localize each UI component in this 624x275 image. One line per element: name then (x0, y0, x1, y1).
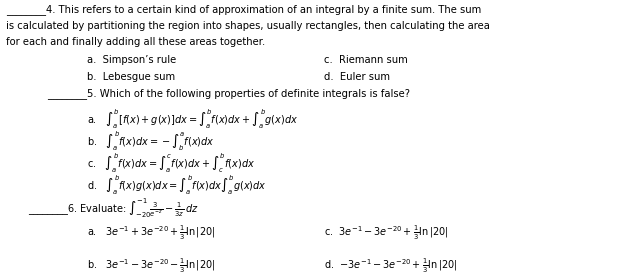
Text: ________4. This refers to a certain kind of approximation of an integral by a fi: ________4. This refers to a certain kind… (6, 4, 482, 15)
Text: a.  Simpson’s rule: a. Simpson’s rule (87, 55, 177, 65)
Text: a.   $\int_a^b[f(x)+g(x)]dx = \int_a^b f(x)dx + \int_a^b g(x)dx$: a. $\int_a^b[f(x)+g(x)]dx = \int_a^b f(x… (87, 107, 298, 131)
Text: c.  Riemann sum: c. Riemann sum (324, 55, 408, 65)
Text: b.   $\int_a^b f(x)dx = -\int_b^a f(x)dx$: b. $\int_a^b f(x)dx = -\int_b^a f(x)dx$ (87, 129, 215, 153)
Text: d.  $-3e^{-1} - 3e^{-20} + \frac{1}{3}\mathrm{ln}\,|20|$: d. $-3e^{-1} - 3e^{-20} + \frac{1}{3}\ma… (324, 257, 458, 275)
Text: b.   $3e^{-1} - 3e^{-20} - \frac{1}{3}\mathrm{ln}\,|20|$: b. $3e^{-1} - 3e^{-20} - \frac{1}{3}\mat… (87, 257, 216, 275)
Text: ________5. Which of the following properties of definite integrals is false?: ________5. Which of the following proper… (47, 88, 410, 99)
Text: for each and finally adding all these areas together.: for each and finally adding all these ar… (6, 37, 265, 47)
Text: is calculated by partitioning the region into shapes, usually rectangles, then c: is calculated by partitioning the region… (6, 21, 490, 31)
Text: c.   $\int_a^b f(x)dx = \int_a^c f(x)dx + \int_c^b f(x)dx$: c. $\int_a^b f(x)dx = \int_a^c f(x)dx + … (87, 151, 255, 175)
Text: a.   $3e^{-1} + 3e^{-20} + \frac{1}{3}\mathrm{ln}\,|20|$: a. $3e^{-1} + 3e^{-20} + \frac{1}{3}\mat… (87, 224, 216, 242)
Text: ________6. Evaluate: $\int_{-20}^{-1}\frac{3}{e^{-z}} - \frac{1}{3z}\,dz$: ________6. Evaluate: $\int_{-20}^{-1}\fr… (28, 197, 198, 220)
Text: d.  Euler sum: d. Euler sum (324, 72, 391, 81)
Text: b.  Lebesgue sum: b. Lebesgue sum (87, 72, 175, 81)
Text: c.  $3e^{-1} - 3e^{-20} + \frac{1}{3}\mathrm{ln}\,|20|$: c. $3e^{-1} - 3e^{-20} + \frac{1}{3}\mat… (324, 224, 449, 242)
Text: d.   $\int_a^b f(x)g(x)dx = \int_a^b f(x)dx\int_a^b g(x)dx$: d. $\int_a^b f(x)g(x)dx = \int_a^b f(x)d… (87, 173, 267, 197)
